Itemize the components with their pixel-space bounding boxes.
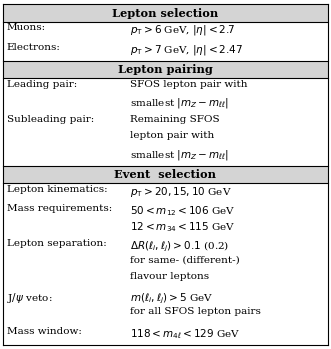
Text: smallest $|m_Z - m_{\ell\ell}|$: smallest $|m_Z - m_{\ell\ell}|$ <box>130 148 229 162</box>
Text: Mass window:: Mass window: <box>7 327 81 336</box>
Text: Lepton selection: Lepton selection <box>113 8 218 18</box>
Text: $m(\ell_i, \ell_j) > 5$ GeV: $m(\ell_i, \ell_j) > 5$ GeV <box>130 291 213 306</box>
Text: J$/{\psi}$ veto:: J$/{\psi}$ veto: <box>7 291 52 305</box>
Text: Remaining SFOS: Remaining SFOS <box>130 115 220 124</box>
Text: Lepton separation:: Lepton separation: <box>7 239 106 248</box>
Text: Lepton kinematics:: Lepton kinematics: <box>7 185 107 194</box>
Text: Subleading pair:: Subleading pair: <box>7 115 94 124</box>
Text: SFOS lepton pair with: SFOS lepton pair with <box>130 80 248 89</box>
Bar <box>3 166 328 183</box>
Text: $p_{\mathrm{T}} > 20, 15, 10$ GeV: $p_{\mathrm{T}} > 20, 15, 10$ GeV <box>130 185 232 199</box>
Bar <box>3 4 328 22</box>
Text: Electrons:: Electrons: <box>7 43 61 52</box>
Text: $50 < m_{12} < 106$ GeV: $50 < m_{12} < 106$ GeV <box>130 204 236 218</box>
Text: Event  selection: Event selection <box>115 169 216 180</box>
Text: Leading pair:: Leading pair: <box>7 80 77 89</box>
Text: Lepton pairing: Lepton pairing <box>118 64 213 75</box>
Text: flavour leptons: flavour leptons <box>130 272 209 281</box>
Text: smallest $|m_Z - m_{\ell\ell}|$: smallest $|m_Z - m_{\ell\ell}|$ <box>130 96 229 110</box>
Text: $118 < m_{4\ell} < 129$ GeV: $118 < m_{4\ell} < 129$ GeV <box>130 327 240 341</box>
Text: $p_{\mathrm{T}} > 7$ GeV, $|\eta| < 2.47$: $p_{\mathrm{T}} > 7$ GeV, $|\eta| < 2.47… <box>130 43 243 57</box>
Text: $12 < m_{34} < 115$ GeV: $12 < m_{34} < 115$ GeV <box>130 220 236 234</box>
Text: $\Delta R(\ell_i, \ell_j) > 0.1$ (0.2): $\Delta R(\ell_i, \ell_j) > 0.1$ (0.2) <box>130 239 229 254</box>
Bar <box>3 61 328 79</box>
Text: Mass requirements:: Mass requirements: <box>7 204 112 213</box>
Text: $p_{\mathrm{T}} > 6$ GeV, $|\eta| < 2.7$: $p_{\mathrm{T}} > 6$ GeV, $|\eta| < 2.7$ <box>130 23 236 37</box>
Text: Muons:: Muons: <box>7 23 46 32</box>
Text: lepton pair with: lepton pair with <box>130 131 214 140</box>
Text: for all SFOS lepton pairs: for all SFOS lepton pairs <box>130 307 261 317</box>
Text: for same- (different-): for same- (different-) <box>130 256 240 265</box>
